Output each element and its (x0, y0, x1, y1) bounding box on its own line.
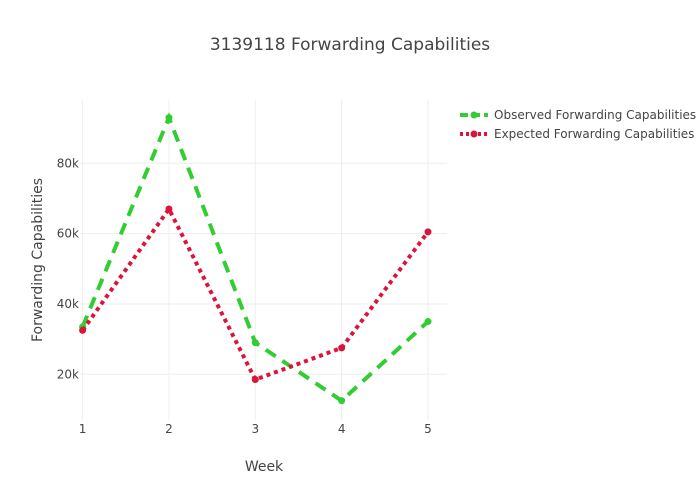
x-axis-title: Week (245, 459, 284, 475)
data-point (424, 318, 432, 326)
y-tick-label: 80k (57, 156, 79, 170)
data-point (79, 326, 87, 334)
data-point (165, 114, 173, 122)
data-point (338, 397, 346, 405)
chart-title: 3139118 Forwarding Capabilities (210, 35, 490, 55)
y-tick-label: 40k (57, 297, 79, 311)
legend: Observed Forwarding Capabilities Expected… (460, 108, 696, 141)
y-tick-label: 20k (57, 367, 79, 381)
series-line-2 (80, 205, 430, 383)
data-point (338, 344, 346, 352)
x-tick-label: 5 (424, 422, 432, 436)
grid-layer (80, 100, 447, 420)
x-tick-label: 3 (251, 422, 259, 436)
data-point (165, 205, 173, 213)
legend-marker (470, 130, 478, 138)
legend-marker (470, 111, 478, 119)
y-axis-title: Forwarding Capabilities (30, 178, 46, 342)
x-tick-label: 4 (338, 422, 346, 436)
data-point (424, 228, 432, 236)
x-axis-ticks: 1 2 3 4 5 (79, 422, 432, 436)
legend-entry-label: Expected Forwarding Capabilities (494, 127, 694, 141)
legend-entry-label: Observed Forwarding Capabilities (494, 108, 696, 122)
x-tick-label: 1 (79, 422, 87, 436)
x-tick-label: 2 (165, 422, 173, 436)
y-tick-label: 60k (57, 227, 79, 241)
data-point (251, 376, 259, 384)
y-axis-ticks: 20k 40k 60k 80k (57, 156, 79, 381)
data-point (251, 339, 259, 347)
series-layer (79, 112, 432, 405)
